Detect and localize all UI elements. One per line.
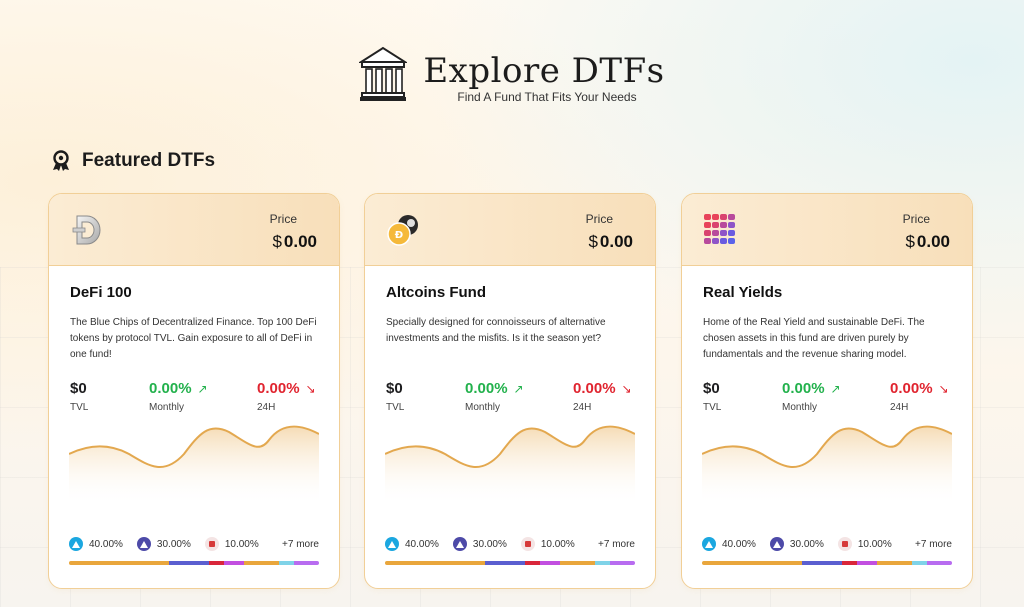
price-label: Price <box>269 212 297 226</box>
card-header: Price $0.00 <box>49 194 339 266</box>
stat-tvl: $0 TVL <box>703 380 722 413</box>
stat-24h: 0.00% ↘ 24H <box>257 380 316 413</box>
token-indigo-icon <box>769 537 784 551</box>
allocation-item: 10.00% <box>204 537 259 551</box>
allocation-item: 40.00% <box>702 537 756 551</box>
featured-title: Featured DTFs <box>82 150 216 171</box>
arrow-down-right-icon: ↘ <box>938 382 949 396</box>
token-blue-icon <box>69 537 83 551</box>
page-header: Explore DTFs Find A Fund That Fits Your … <box>0 44 1024 104</box>
allocation-bar <box>702 561 952 565</box>
price-value: $0.00 <box>905 232 950 251</box>
dtf-card-real-yields[interactable]: Price $0.00 Real Yields Home of the Real… <box>681 193 973 589</box>
defi-d-coin-icon <box>72 215 101 245</box>
award-ribbon-icon <box>53 150 69 171</box>
sparkline-chart <box>69 425 319 506</box>
more-allocations-link[interactable]: +7 more <box>915 538 952 550</box>
dtf-card-defi-100[interactable]: Price $0.00 DeFi 100 The Blue Chips of D… <box>48 193 340 589</box>
arrow-up-right-icon: ↗ <box>197 382 208 396</box>
sparkline-chart <box>702 425 952 506</box>
token-blue-icon <box>702 537 716 551</box>
stat-monthly: 0.00% ↗ Monthly <box>465 380 524 413</box>
bank-building-icon <box>359 46 408 101</box>
more-allocations-link[interactable]: +7 more <box>598 538 635 550</box>
more-allocations-link[interactable]: +7 more <box>282 538 319 550</box>
card-header: Price $0.00 <box>682 194 972 266</box>
page-subtitle: Find A Fund That Fits Your Needs <box>457 90 637 104</box>
allocation-item: 10.00% <box>837 537 892 551</box>
card-name: DeFi 100 <box>70 284 132 301</box>
allocation-item: 40.00% <box>385 537 439 551</box>
price-label: Price <box>585 212 613 226</box>
card-description: Specially designed for connoisseurs of a… <box>386 317 606 344</box>
real-yield-grid-icon <box>704 214 735 244</box>
stat-tvl: $0 TVL <box>70 380 89 413</box>
altcoin-pair-icon: Ð <box>387 215 418 246</box>
arrow-up-right-icon: ↗ <box>830 382 841 396</box>
token-red-icon <box>520 537 535 551</box>
token-red-icon <box>837 537 852 551</box>
price-value: $0.00 <box>588 232 633 251</box>
card-name: Real Yields <box>703 284 783 301</box>
title-row: Explore DTFs <box>0 44 1024 104</box>
token-blue-icon <box>385 537 399 551</box>
token-indigo-icon <box>136 537 151 551</box>
allocation-list: 40.00% 30.00% 10.00% +7 more <box>69 537 319 551</box>
stat-monthly: 0.00% ↗ Monthly <box>782 380 841 413</box>
dtf-card-altcoins-fund[interactable]: Ð Price $0.00 Altcoins Fund Specially de… <box>364 193 656 589</box>
svg-text:Ð: Ð <box>395 230 403 241</box>
stat-24h: 0.00% ↘ 24H <box>890 380 949 413</box>
allocation-bar <box>69 561 319 565</box>
card-header: Ð Price $0.00 <box>365 194 655 266</box>
allocation-item: 10.00% <box>520 537 575 551</box>
card-description: Home of the Real Yield and sustainable D… <box>703 317 925 360</box>
allocation-item: 30.00% <box>769 537 824 551</box>
sparkline-chart <box>385 425 635 506</box>
stat-tvl: $0 TVL <box>386 380 405 413</box>
featured-section-title: Featured DTFs <box>50 150 215 172</box>
token-indigo-icon <box>452 537 467 551</box>
allocation-item: 30.00% <box>452 537 507 551</box>
stat-24h: 0.00% ↘ 24H <box>573 380 632 413</box>
page-title: Explore DTFs <box>423 51 665 91</box>
arrow-down-right-icon: ↘ <box>621 382 632 396</box>
card-description: The Blue Chips of Decentralized Finance.… <box>70 317 317 360</box>
allocation-list: 40.00% 30.00% 10.00% +7 more <box>385 537 635 551</box>
card-name: Altcoins Fund <box>386 284 486 301</box>
stat-monthly: 0.00% ↗ Monthly <box>149 380 208 413</box>
allocation-item: 40.00% <box>69 537 123 551</box>
arrow-up-right-icon: ↗ <box>513 382 524 396</box>
allocation-list: 40.00% 30.00% 10.00% +7 more <box>702 537 952 551</box>
price-value: $0.00 <box>272 232 317 251</box>
allocation-bar <box>385 561 635 565</box>
arrow-down-right-icon: ↘ <box>305 382 316 396</box>
allocation-item: 30.00% <box>136 537 191 551</box>
token-red-icon <box>204 537 219 551</box>
price-label: Price <box>902 212 930 226</box>
